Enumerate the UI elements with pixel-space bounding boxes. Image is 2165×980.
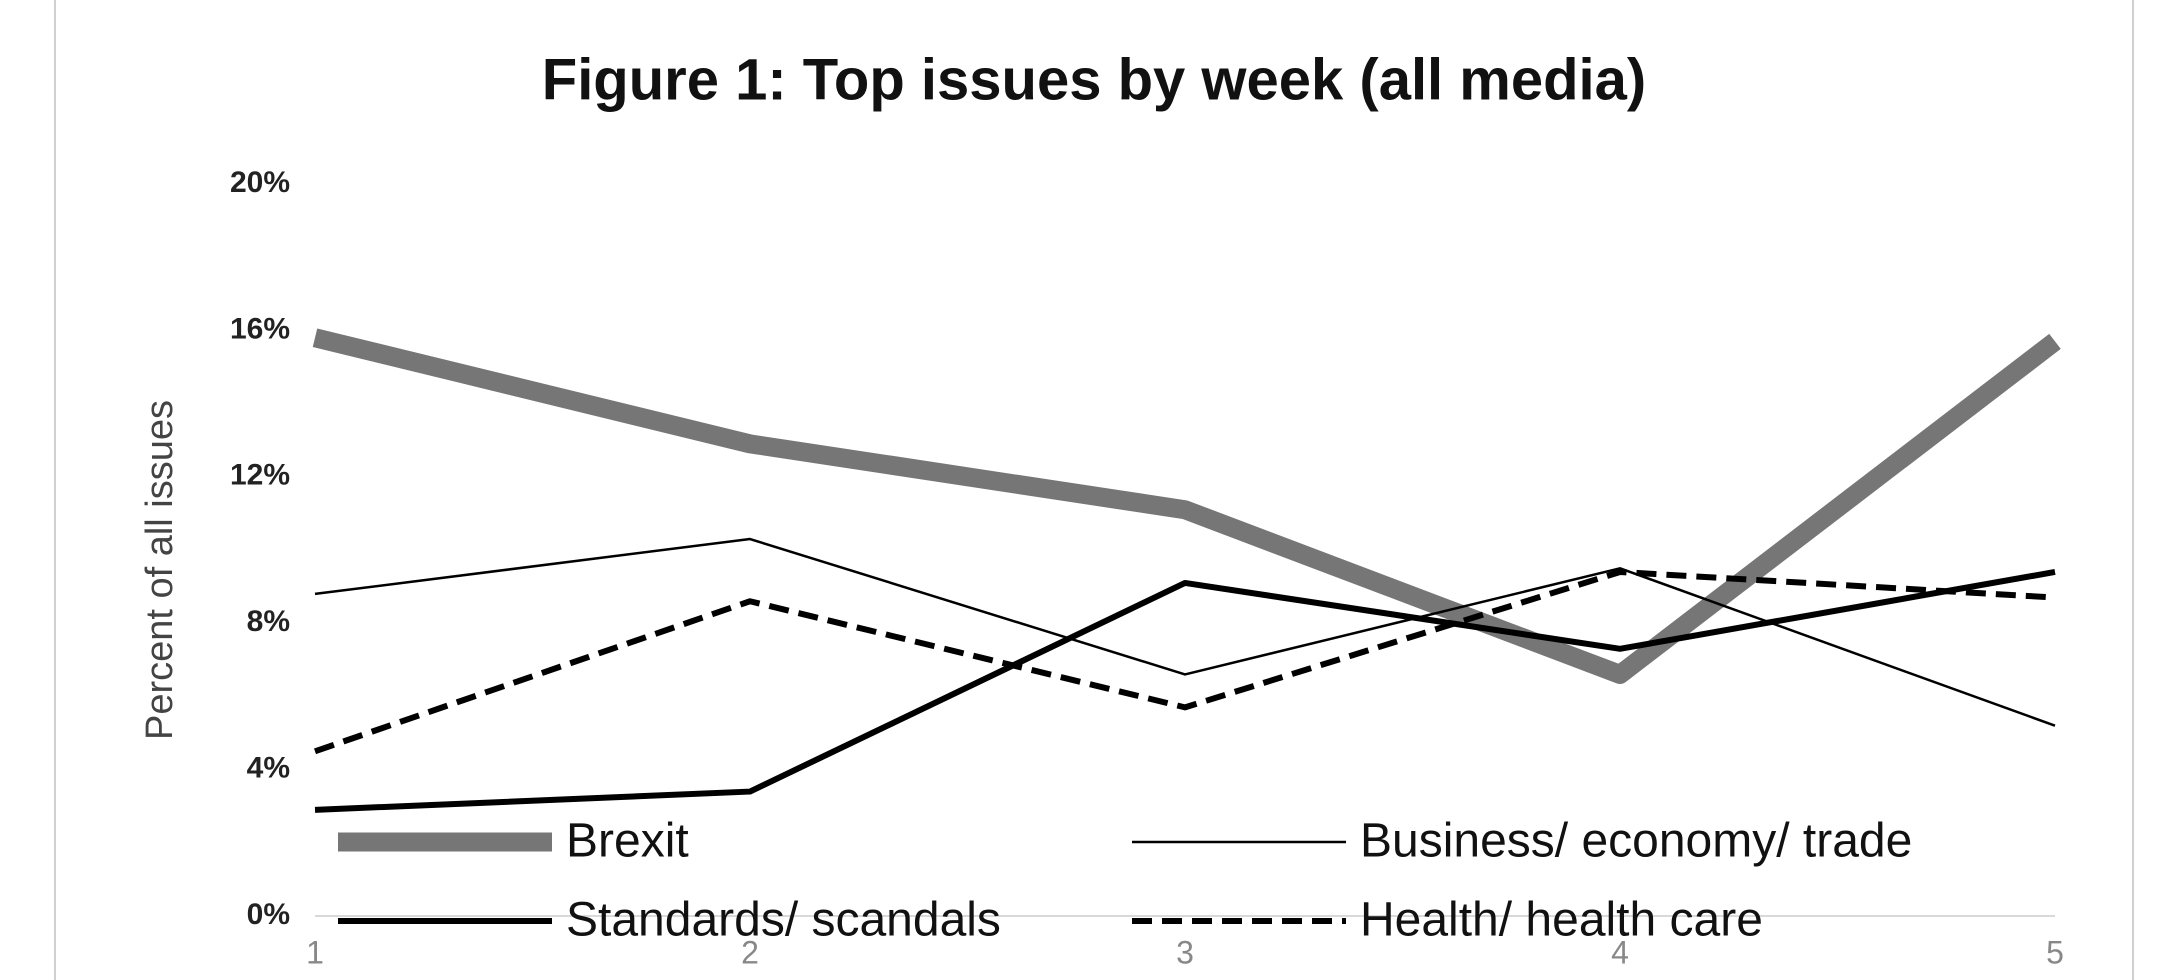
y-tick-label: 16%: [230, 312, 290, 345]
x-tick-label: 1: [306, 934, 324, 970]
series-line: [314, 569, 2056, 813]
y-tick-label: 0%: [247, 898, 290, 931]
legend-label: Business/ economy/ trade: [1360, 815, 1912, 868]
series-line: [314, 568, 2056, 755]
series-line: [314, 537, 2056, 727]
legend-label: Standards/ scandals: [566, 894, 1001, 947]
y-tick-label: 20%: [230, 166, 290, 199]
x-tick-label: 4: [1611, 934, 1629, 970]
x-tick-label: 5: [2046, 934, 2064, 970]
legend-label: Health/ health care: [1360, 894, 1763, 947]
legend-label: Brexit: [566, 815, 689, 868]
y-tick-label: 12%: [230, 459, 290, 492]
x-tick-label: 3: [1176, 934, 1194, 970]
series-line: [312, 328, 2061, 684]
y-axis-label: Percent of all issues: [139, 400, 181, 740]
x-tick-label: 2: [741, 934, 759, 970]
chart-title: Figure 1: Top issues by week (all media): [542, 47, 1646, 112]
y-tick-label: 4%: [247, 752, 290, 785]
y-tick-label: 8%: [247, 605, 290, 638]
